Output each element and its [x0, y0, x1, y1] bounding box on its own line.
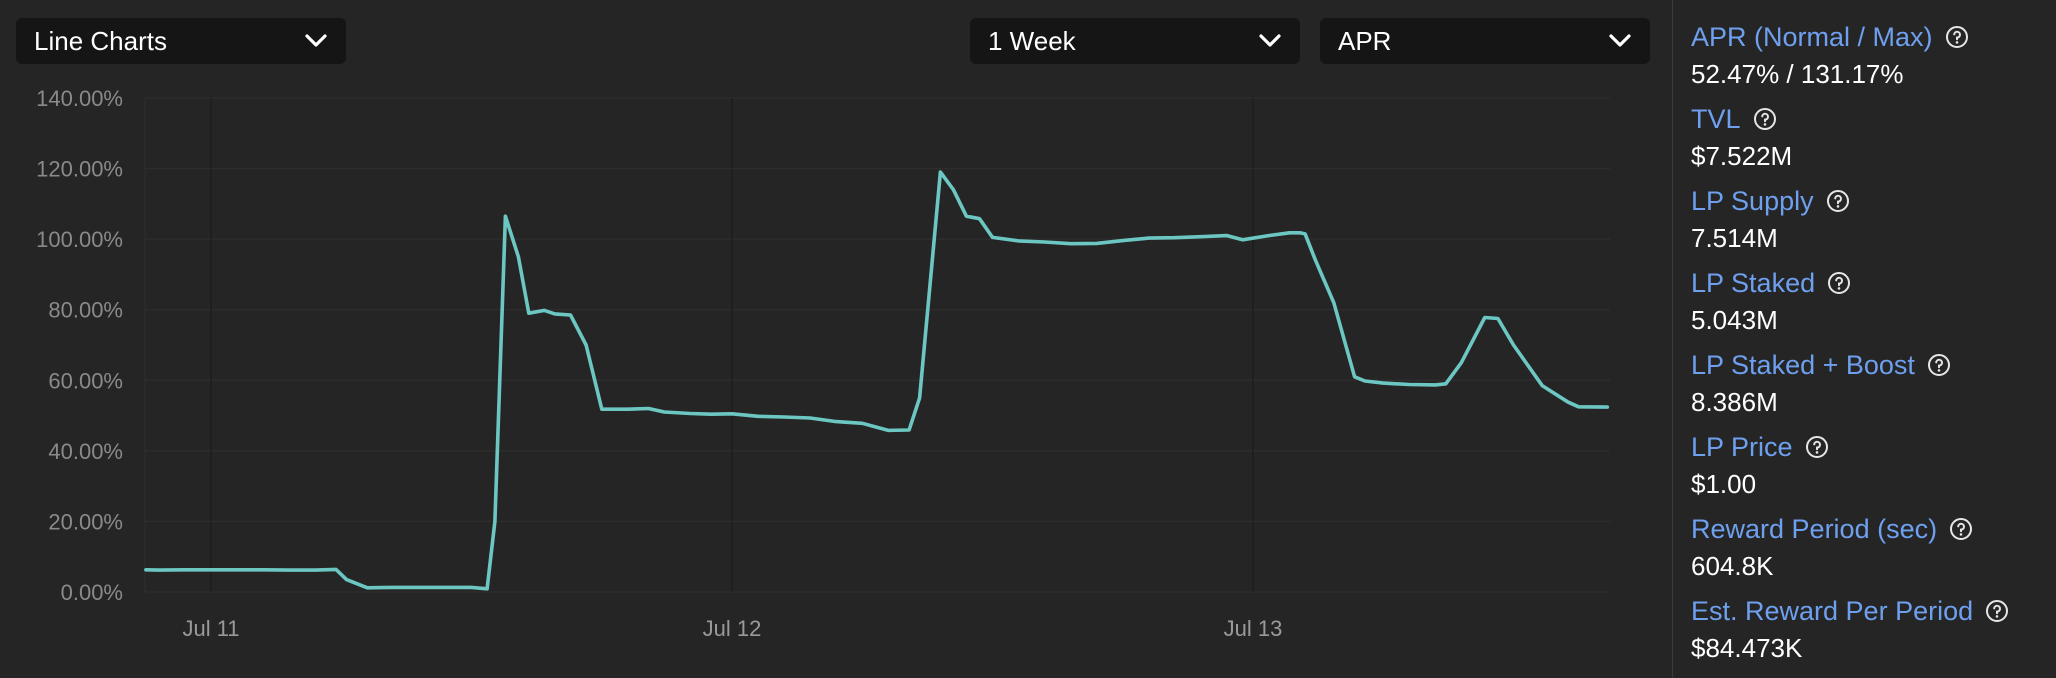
stat-item: APR (Normal / Max) 52.47% / 131.17% [1691, 18, 2056, 100]
stat-title: APR (Normal / Max) [1691, 18, 2056, 56]
help-icon[interactable] [1985, 599, 2009, 623]
stat-label: LP Staked + Boost [1691, 349, 1915, 380]
help-icon[interactable] [1949, 517, 1973, 541]
apr-series-line[interactable] [144, 170, 1610, 591]
stat-title: Est. Reward Per Period [1691, 592, 2056, 630]
chevron-down-icon [1609, 34, 1631, 47]
help-icon[interactable] [1805, 435, 1829, 459]
time-range-label: 1 Week [988, 25, 1076, 56]
time-range-dropdown[interactable]: 1 Week [970, 18, 1300, 64]
stat-label: Est. Reward Per Period [1691, 595, 1974, 626]
y-tick-label: 120.00% [36, 157, 123, 182]
help-icon[interactable] [1753, 107, 1777, 131]
metric-label: APR [1338, 25, 1392, 56]
stat-label: Reward Period (sec) [1691, 513, 1938, 544]
stat-item: TVL $7.522M [1691, 100, 2056, 182]
stat-title: LP Staked + Boost [1691, 346, 2056, 384]
stat-value: 7.514M [1691, 223, 1778, 253]
chevron-down-icon [305, 34, 327, 47]
chevron-down-icon [1259, 34, 1281, 47]
stat-value: 8.386M [1691, 387, 1778, 417]
stat-label: LP Staked [1691, 267, 1816, 298]
stat-title: Reward Period (sec) [1691, 510, 2056, 548]
stat-item: LP Staked 5.043M [1691, 264, 2056, 346]
stat-label: TVL [1691, 103, 1741, 134]
x-tick-label: Jul 13 [1224, 616, 1283, 641]
y-tick-label: 100.00% [36, 227, 123, 252]
y-tick-label: 60.00% [48, 368, 123, 393]
chart-canvas[interactable]: 0.00% 20.00% 40.00% 60.00% 80.00% 100.00% 120.… [0, 80, 1660, 678]
stat-title: LP Staked [1691, 264, 2056, 302]
stat-item: LP Price $1.00 [1691, 428, 2056, 510]
y-tick-label: 20.00% [48, 509, 123, 534]
stat-label: LP Price [1691, 431, 1793, 462]
y-tick-label: 80.00% [48, 298, 123, 323]
stat-title: LP Price [1691, 428, 2056, 466]
chart-type-dropdown[interactable]: Line Charts [16, 18, 346, 64]
apr-line-chart[interactable]: 0.00% 20.00% 40.00% 60.00% 80.00% 100.00% 120.… [0, 80, 1660, 678]
x-tick-label: Jul 12 [703, 616, 762, 641]
stat-value: $1.00 [1691, 469, 1757, 499]
metric-dropdown[interactable]: APR [1320, 18, 1650, 64]
stat-item: LP Staked + Boost 8.386M [1691, 346, 2056, 428]
help-icon[interactable] [1826, 189, 1850, 213]
y-tick-label: 40.00% [48, 439, 123, 464]
chart-type-label: Line Charts [34, 25, 167, 56]
stats-panel: APR (Normal / Max) 52.47% / 131.17% TVL $7.… [1672, 0, 2056, 678]
stat-item: Reward Period (sec) 604.8K [1691, 510, 2056, 592]
stat-value: 52.47% / 131.17% [1691, 59, 1904, 89]
stat-label: APR (Normal / Max) [1691, 21, 1933, 52]
stat-label: LP Supply [1691, 185, 1814, 216]
stat-value: 604.8K [1691, 551, 1774, 581]
stat-item: Est. Reward Per Period $84.473K [1691, 592, 2056, 674]
help-icon[interactable] [1827, 271, 1851, 295]
x-tick-label: Jul 11 [182, 616, 239, 641]
stat-title: TVL [1691, 100, 2056, 138]
stat-value: $84.473K [1691, 633, 1803, 663]
help-icon[interactable] [1945, 25, 1969, 49]
y-tick-label: 140.00% [36, 86, 123, 111]
stat-title: LP Supply [1691, 182, 2056, 220]
stat-value: 5.043M [1691, 305, 1778, 335]
stat-value: $7.522M [1691, 141, 1793, 171]
stat-item: LP Supply 7.514M [1691, 182, 2056, 264]
y-tick-label: 0.00% [61, 580, 123, 605]
help-icon[interactable] [1927, 353, 1951, 377]
